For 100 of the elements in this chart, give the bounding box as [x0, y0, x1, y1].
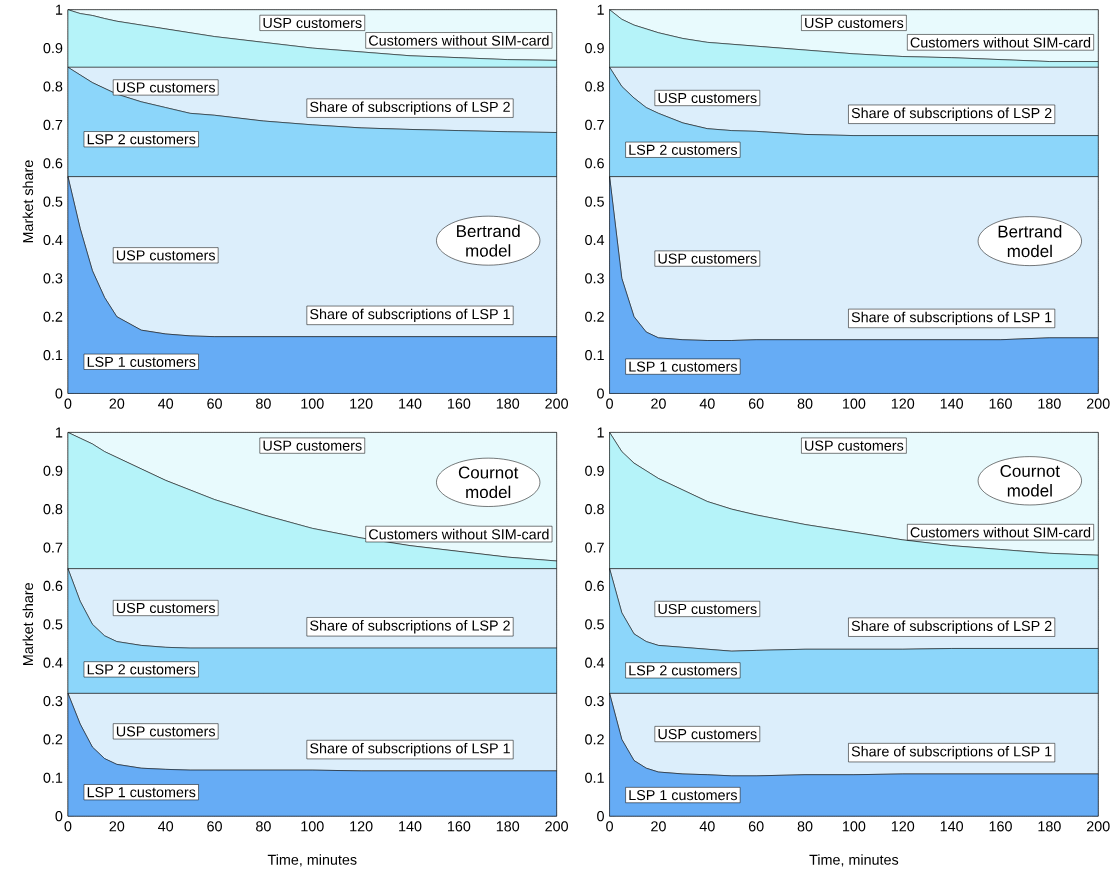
y-tick-label: 0.8	[585, 504, 604, 515]
annotation: Bertrand model	[457, 224, 520, 257]
x-tick-label: 200	[1086, 821, 1110, 832]
y-tick-label: 0.9	[43, 465, 63, 476]
y-tick-label: 0.5	[43, 619, 63, 630]
x-tick-label: 40	[158, 821, 174, 832]
y-tick-label: 0.5	[43, 196, 63, 207]
x-tick-label: 80	[256, 821, 271, 832]
y-tick-label: 1	[597, 427, 604, 438]
y-axis-title: Market share	[22, 583, 34, 665]
x-tick-label: 160	[989, 821, 1012, 832]
x-tick-label: 60	[748, 821, 764, 832]
x-tick-label: 80	[797, 398, 813, 409]
annotation: Share of subscriptions of LSP 1	[310, 308, 510, 322]
x-tick-label: 100	[843, 398, 866, 409]
x-tick-label: 80	[256, 398, 271, 409]
x-tick-label: 180	[1038, 821, 1061, 832]
y-tick-label: 0.2	[43, 734, 63, 745]
x-tick-label: 120	[891, 821, 915, 832]
x-tick-label: 20	[651, 398, 666, 409]
x-tick-label: 60	[207, 398, 222, 409]
y-tick-label: 0.1	[585, 772, 604, 783]
series-label: Customers without SIM-card	[369, 528, 549, 540]
x-tick-label: 0	[64, 398, 72, 409]
y-tick-label: 0.5	[585, 619, 604, 630]
series-label: LSP 1 customers	[629, 789, 737, 801]
series-label: USP customers	[805, 440, 904, 451]
y-tick-label: 0.2	[585, 734, 604, 745]
x-tick-label: 140	[399, 821, 422, 832]
x-tick-label: 200	[545, 821, 569, 832]
series-label: USP customers	[658, 253, 757, 264]
x-tick-label: 160	[989, 398, 1012, 409]
y-tick-label: 0.8	[43, 81, 63, 92]
series-label: LSP 2 customers	[629, 144, 737, 155]
y-axis-title: Market share	[22, 160, 34, 243]
y-tick-label: 0.3	[43, 273, 63, 284]
series-label: Customers without SIM-card	[910, 37, 1091, 48]
y-tick-label: 0.3	[585, 273, 604, 284]
annotation: Share of subscriptions of LSP 1	[310, 742, 510, 757]
x-tick-label: 20	[109, 398, 125, 409]
x-tick-label: 160	[447, 821, 471, 832]
annotation: Share of subscriptions of LSP 1	[851, 745, 1052, 760]
y-tick-label: 0.6	[585, 580, 604, 591]
x-tick-label: 0	[606, 821, 613, 832]
y-tick-label: 0	[55, 388, 63, 399]
series-label: LSP 1 customers	[87, 787, 196, 798]
x-tick-label: 200	[545, 398, 569, 409]
series-label: USP customers	[658, 728, 757, 740]
y-tick-label: 1	[56, 4, 63, 15]
x-tick-label: 140	[399, 398, 422, 409]
y-tick-label: 0	[597, 811, 604, 822]
x-tick-label: 140	[940, 398, 964, 409]
annotation: Cournot model	[1000, 464, 1060, 497]
x-axis-title: Time, minutes	[809, 854, 899, 867]
x-tick-label: 180	[496, 398, 520, 409]
x-tick-label: 180	[496, 821, 520, 832]
y-tick-label: 0.2	[585, 311, 604, 322]
y-tick-label: 0.7	[43, 542, 63, 553]
y-tick-label: 0.8	[585, 81, 604, 92]
series-label: USP customers	[263, 440, 362, 451]
y-tick-label: 0.9	[585, 465, 604, 476]
x-tick-label: 100	[301, 398, 324, 409]
x-tick-label: 60	[207, 821, 222, 832]
series-label: LSP 1 customers	[87, 356, 196, 367]
y-tick-label: 0.4	[585, 657, 605, 668]
x-tick-label: 120	[350, 821, 373, 832]
y-tick-label: 0.6	[585, 158, 604, 169]
series-label: LSP 2 customers	[629, 665, 737, 676]
x-tick-label: 80	[797, 821, 813, 832]
x-tick-label: 40	[699, 821, 715, 832]
series-label: Customers without SIM-card	[910, 526, 1091, 538]
x-tick-label: 100	[843, 821, 866, 832]
annotation: Cournot model	[458, 466, 519, 499]
y-tick-label: 0.1	[43, 772, 63, 783]
x-tick-label: 60	[748, 398, 764, 409]
series-label: USP customers	[658, 92, 757, 104]
series-label: USP customers	[116, 82, 216, 93]
annotation: Share of subscriptions of LSP 2	[310, 101, 510, 115]
y-tick-label: 0.7	[43, 119, 63, 130]
series-label: USP customers	[805, 17, 904, 28]
y-tick-label: 0.1	[585, 349, 604, 361]
y-tick-label: 0.8	[43, 504, 63, 515]
series-label: Customers without SIM-card	[369, 35, 549, 46]
y-tick-label: 0.4	[43, 234, 63, 246]
annotation: Share of subscriptions of LSP 2	[310, 620, 510, 634]
y-tick-label: 0.7	[585, 119, 604, 130]
series-label: LSP 2 customers	[87, 134, 196, 145]
y-tick-label: 0.1	[43, 349, 63, 361]
x-tick-label: 20	[651, 821, 666, 832]
series-label: USP customers	[116, 602, 216, 614]
y-tick-label: 0.2	[43, 311, 63, 322]
y-tick-label: 1	[56, 427, 63, 438]
y-tick-label: 0.3	[585, 695, 604, 707]
y-tick-label: 0.9	[43, 42, 63, 54]
annotation: Share of subscriptions of LSP 2	[851, 620, 1052, 634]
annotation: Bertrand model	[998, 225, 1062, 258]
x-tick-label: 120	[350, 398, 373, 409]
y-tick-label: 1	[597, 4, 604, 15]
series-label: LSP 1 customers	[629, 361, 737, 372]
series-label: USP customers	[116, 250, 216, 261]
